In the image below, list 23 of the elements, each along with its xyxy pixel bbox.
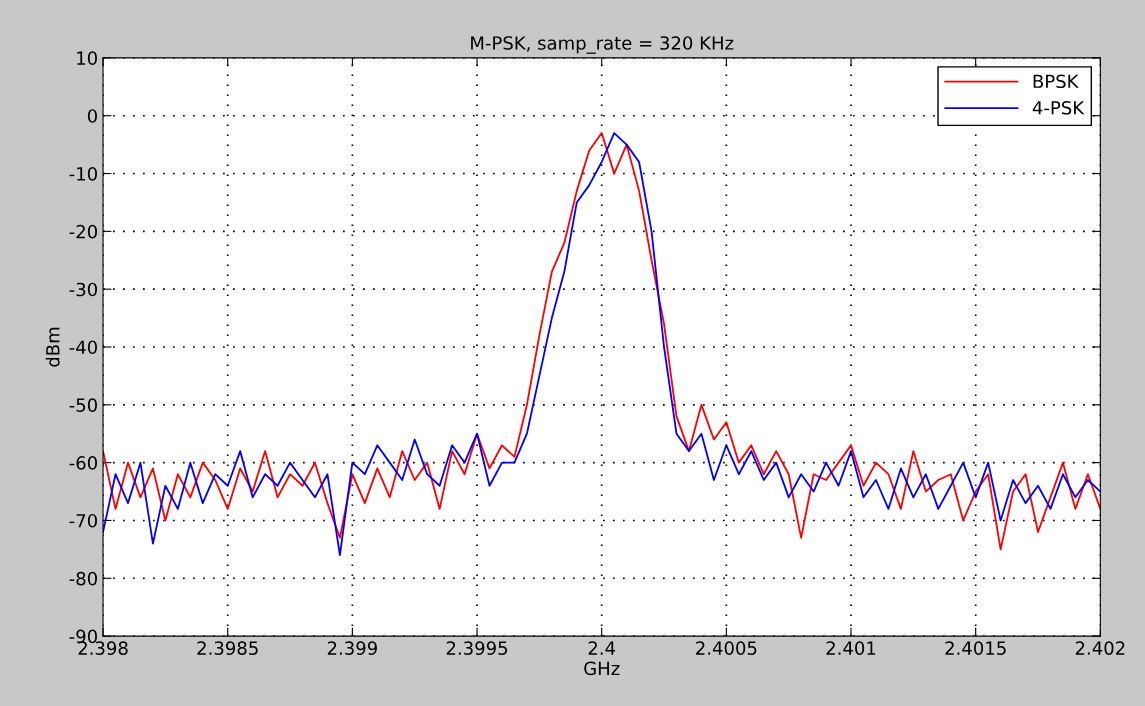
x-tick-label: 2.399 (327, 641, 377, 655)
x-tick-label: 2.3985 (197, 641, 258, 655)
legend-label: 4-PSK (1032, 100, 1085, 115)
x-axis-title: GHz (584, 661, 620, 676)
y-tick-label: -60 (69, 456, 97, 470)
x-tick-label: 2.402 (1075, 641, 1125, 655)
y-tick-label: -10 (69, 166, 97, 181)
y-tick-label: 0 (87, 109, 97, 123)
y-tick-label: -50 (69, 398, 97, 412)
x-tick-label: 2.4005 (696, 641, 757, 655)
x-tick-label: 2.3995 (446, 641, 508, 655)
x-tick-label: 2.4015 (945, 641, 1006, 655)
y-tick-label: 10 (77, 51, 97, 66)
x-tick-label: 2.401 (826, 641, 876, 655)
y-tick-label: -70 (69, 513, 97, 528)
chart-title: M-PSK, samp_rate = 320 KHz (471, 36, 734, 54)
y-tick-label: -80 (69, 571, 97, 586)
y-tick-label: -20 (69, 224, 97, 239)
y-tick-label: -30 (69, 282, 97, 297)
x-tick-label: 2.4 (588, 641, 616, 655)
y-axis-title: dBm (45, 327, 60, 367)
legend-label: BPSK (1033, 74, 1079, 89)
y-tick-label: -40 (69, 340, 97, 355)
